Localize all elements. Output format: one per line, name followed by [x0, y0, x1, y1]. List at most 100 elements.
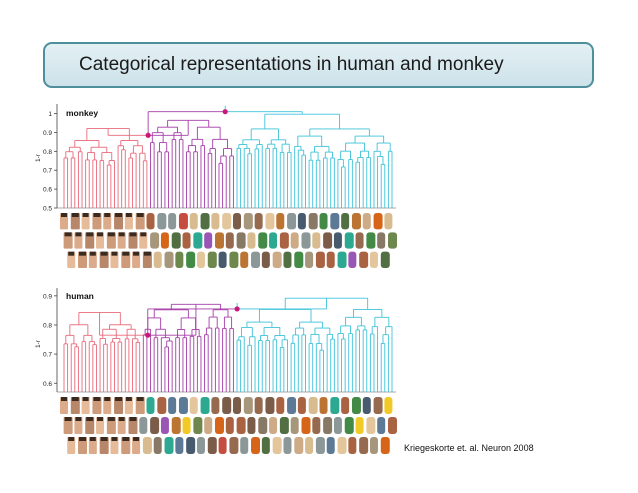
stimulus-thumbnail [388, 417, 397, 434]
stimulus-thumbnail-hair [89, 251, 96, 256]
y-tick-label: 0.7 [43, 168, 52, 175]
stimulus-thumbnail-hair [89, 437, 96, 441]
stimulus-thumbnail [92, 213, 102, 230]
stimulus-thumbnail [294, 251, 304, 268]
stimulus-thumbnail [218, 251, 227, 268]
stimulus-thumbnail-hair [125, 397, 132, 401]
stimulus-thumbnail-hair [71, 213, 79, 217]
stimulus-thumbnail [160, 417, 169, 434]
stimulus-thumbnail [60, 397, 68, 414]
stimulus-thumbnail [85, 232, 95, 249]
stimulus-thumbnail [261, 251, 270, 268]
stimulus-thumbnail [265, 397, 275, 414]
stimulus-thumbnail-hair [111, 437, 118, 441]
stimulus-thumbnail [290, 417, 299, 434]
panel-label: monkey [66, 108, 98, 118]
stimulus-thumbnails [60, 397, 397, 454]
y-tick-label: 1 [48, 111, 52, 118]
stimulus-thumbnail [341, 213, 350, 230]
stimulus-thumbnail [330, 213, 340, 230]
stimulus-thumbnail [193, 232, 203, 249]
stimulus-thumbnail-hair [107, 417, 115, 421]
stimulus-thumbnail-hair [129, 417, 137, 421]
stimulus-thumbnail [110, 437, 119, 454]
stimulus-thumbnail [168, 397, 177, 414]
human-dendrogram: 0.9 0.8 0.7 0.6 human 1-r [35, 288, 397, 454]
stimulus-thumbnail [287, 213, 297, 230]
stimulus-thumbnail-hair [79, 251, 87, 256]
stimulus-thumbnail [283, 437, 292, 454]
stimulus-thumbnail [373, 213, 383, 230]
stimulus-thumbnail [261, 437, 270, 454]
stimulus-thumbnail [297, 397, 306, 414]
stimulus-thumbnail [60, 213, 68, 230]
stimulus-thumbnail [168, 213, 177, 230]
stimulus-thumbnail [207, 437, 217, 454]
stimulus-thumbnail [150, 417, 160, 434]
stimulus-thumbnail [272, 437, 282, 454]
stimulus-thumbnail-hair [118, 232, 125, 237]
stimulus-thumbnail-hair [97, 232, 104, 237]
stimulus-thumbnail-hair [133, 437, 140, 441]
stimulus-thumbnail [233, 213, 242, 230]
stimulus-thumbnail-hair [75, 232, 82, 237]
stimulus-thumbnail [63, 232, 73, 249]
stimulus-thumbnail-hair [82, 213, 89, 217]
stimulus-thumbnail [78, 251, 88, 268]
stimulus-thumbnail [326, 437, 335, 454]
stimulus-thumbnail [214, 232, 224, 249]
stimulus-thumbnail [225, 232, 234, 249]
stimulus-thumbnail-hair [133, 251, 140, 256]
stimulus-thumbnail [351, 213, 361, 230]
stimulus-thumbnail [74, 232, 83, 249]
stimulus-thumbnail [308, 397, 318, 414]
category-node-marker [145, 132, 151, 138]
stimulus-thumbnail-hair [129, 232, 137, 237]
stimulus-thumbnail [366, 232, 376, 249]
stimulus-thumbnail [344, 417, 354, 434]
stimulus-thumbnail [67, 251, 76, 268]
stimulus-thumbnail [240, 251, 249, 268]
stimulus-thumbnail [377, 417, 386, 434]
stimulus-thumbnail-hair [122, 251, 130, 256]
stimulus-thumbnail [348, 437, 357, 454]
stimulus-thumbnail [81, 397, 90, 414]
stimulus-thumbnail [290, 232, 299, 249]
stimulus-thumbnail [196, 251, 205, 268]
stimulus-thumbnail [373, 397, 383, 414]
stimulus-thumbnail [236, 417, 246, 434]
stimulus-thumbnail [207, 251, 217, 268]
stimulus-thumbnail [359, 437, 369, 454]
stimulus-thumbnail-hair [97, 417, 104, 421]
stimulus-thumbnail-hair [82, 397, 89, 401]
stimulus-thumbnail [189, 397, 198, 414]
stimulus-thumbnail-hair [93, 397, 101, 401]
stimulus-thumbnail [175, 251, 184, 268]
stimulus-thumbnail [160, 232, 169, 249]
stimulus-thumbnail [251, 251, 261, 268]
y-tick-label: 0.9 [43, 130, 52, 137]
stimulus-thumbnail [204, 417, 213, 434]
stimulus-thumbnail [171, 417, 181, 434]
stimulus-thumbnail [128, 232, 138, 249]
stimulus-thumbnail [67, 437, 76, 454]
monkey-dendrogram: 1 0.9 0.8 0.7 0.6 0.5 monkey 1-r [35, 104, 397, 268]
stimulus-thumbnail [81, 213, 90, 230]
stimulus-thumbnail [153, 437, 162, 454]
stimulus-thumbnail [326, 251, 335, 268]
y-tick-label: 0.8 [43, 149, 52, 156]
stimulus-thumbnail-hair [64, 417, 72, 421]
stimulus-thumbnail [297, 213, 306, 230]
stimulus-thumbnail [305, 437, 314, 454]
stimulus-thumbnail [186, 437, 196, 454]
stimulus-thumbnail [196, 437, 205, 454]
stimulus-thumbnail-hair [64, 232, 72, 237]
stimulus-thumbnail [128, 417, 138, 434]
stimulus-thumbnail [355, 417, 364, 434]
stimulus-thumbnail [233, 397, 242, 414]
stimulus-thumbnail-hair [71, 397, 79, 401]
category-node-marker [234, 306, 240, 312]
stimulus-thumbnail-hair [122, 437, 130, 441]
stimulus-thumbnail-hair [115, 397, 123, 401]
stimulus-thumbnail [200, 397, 210, 414]
